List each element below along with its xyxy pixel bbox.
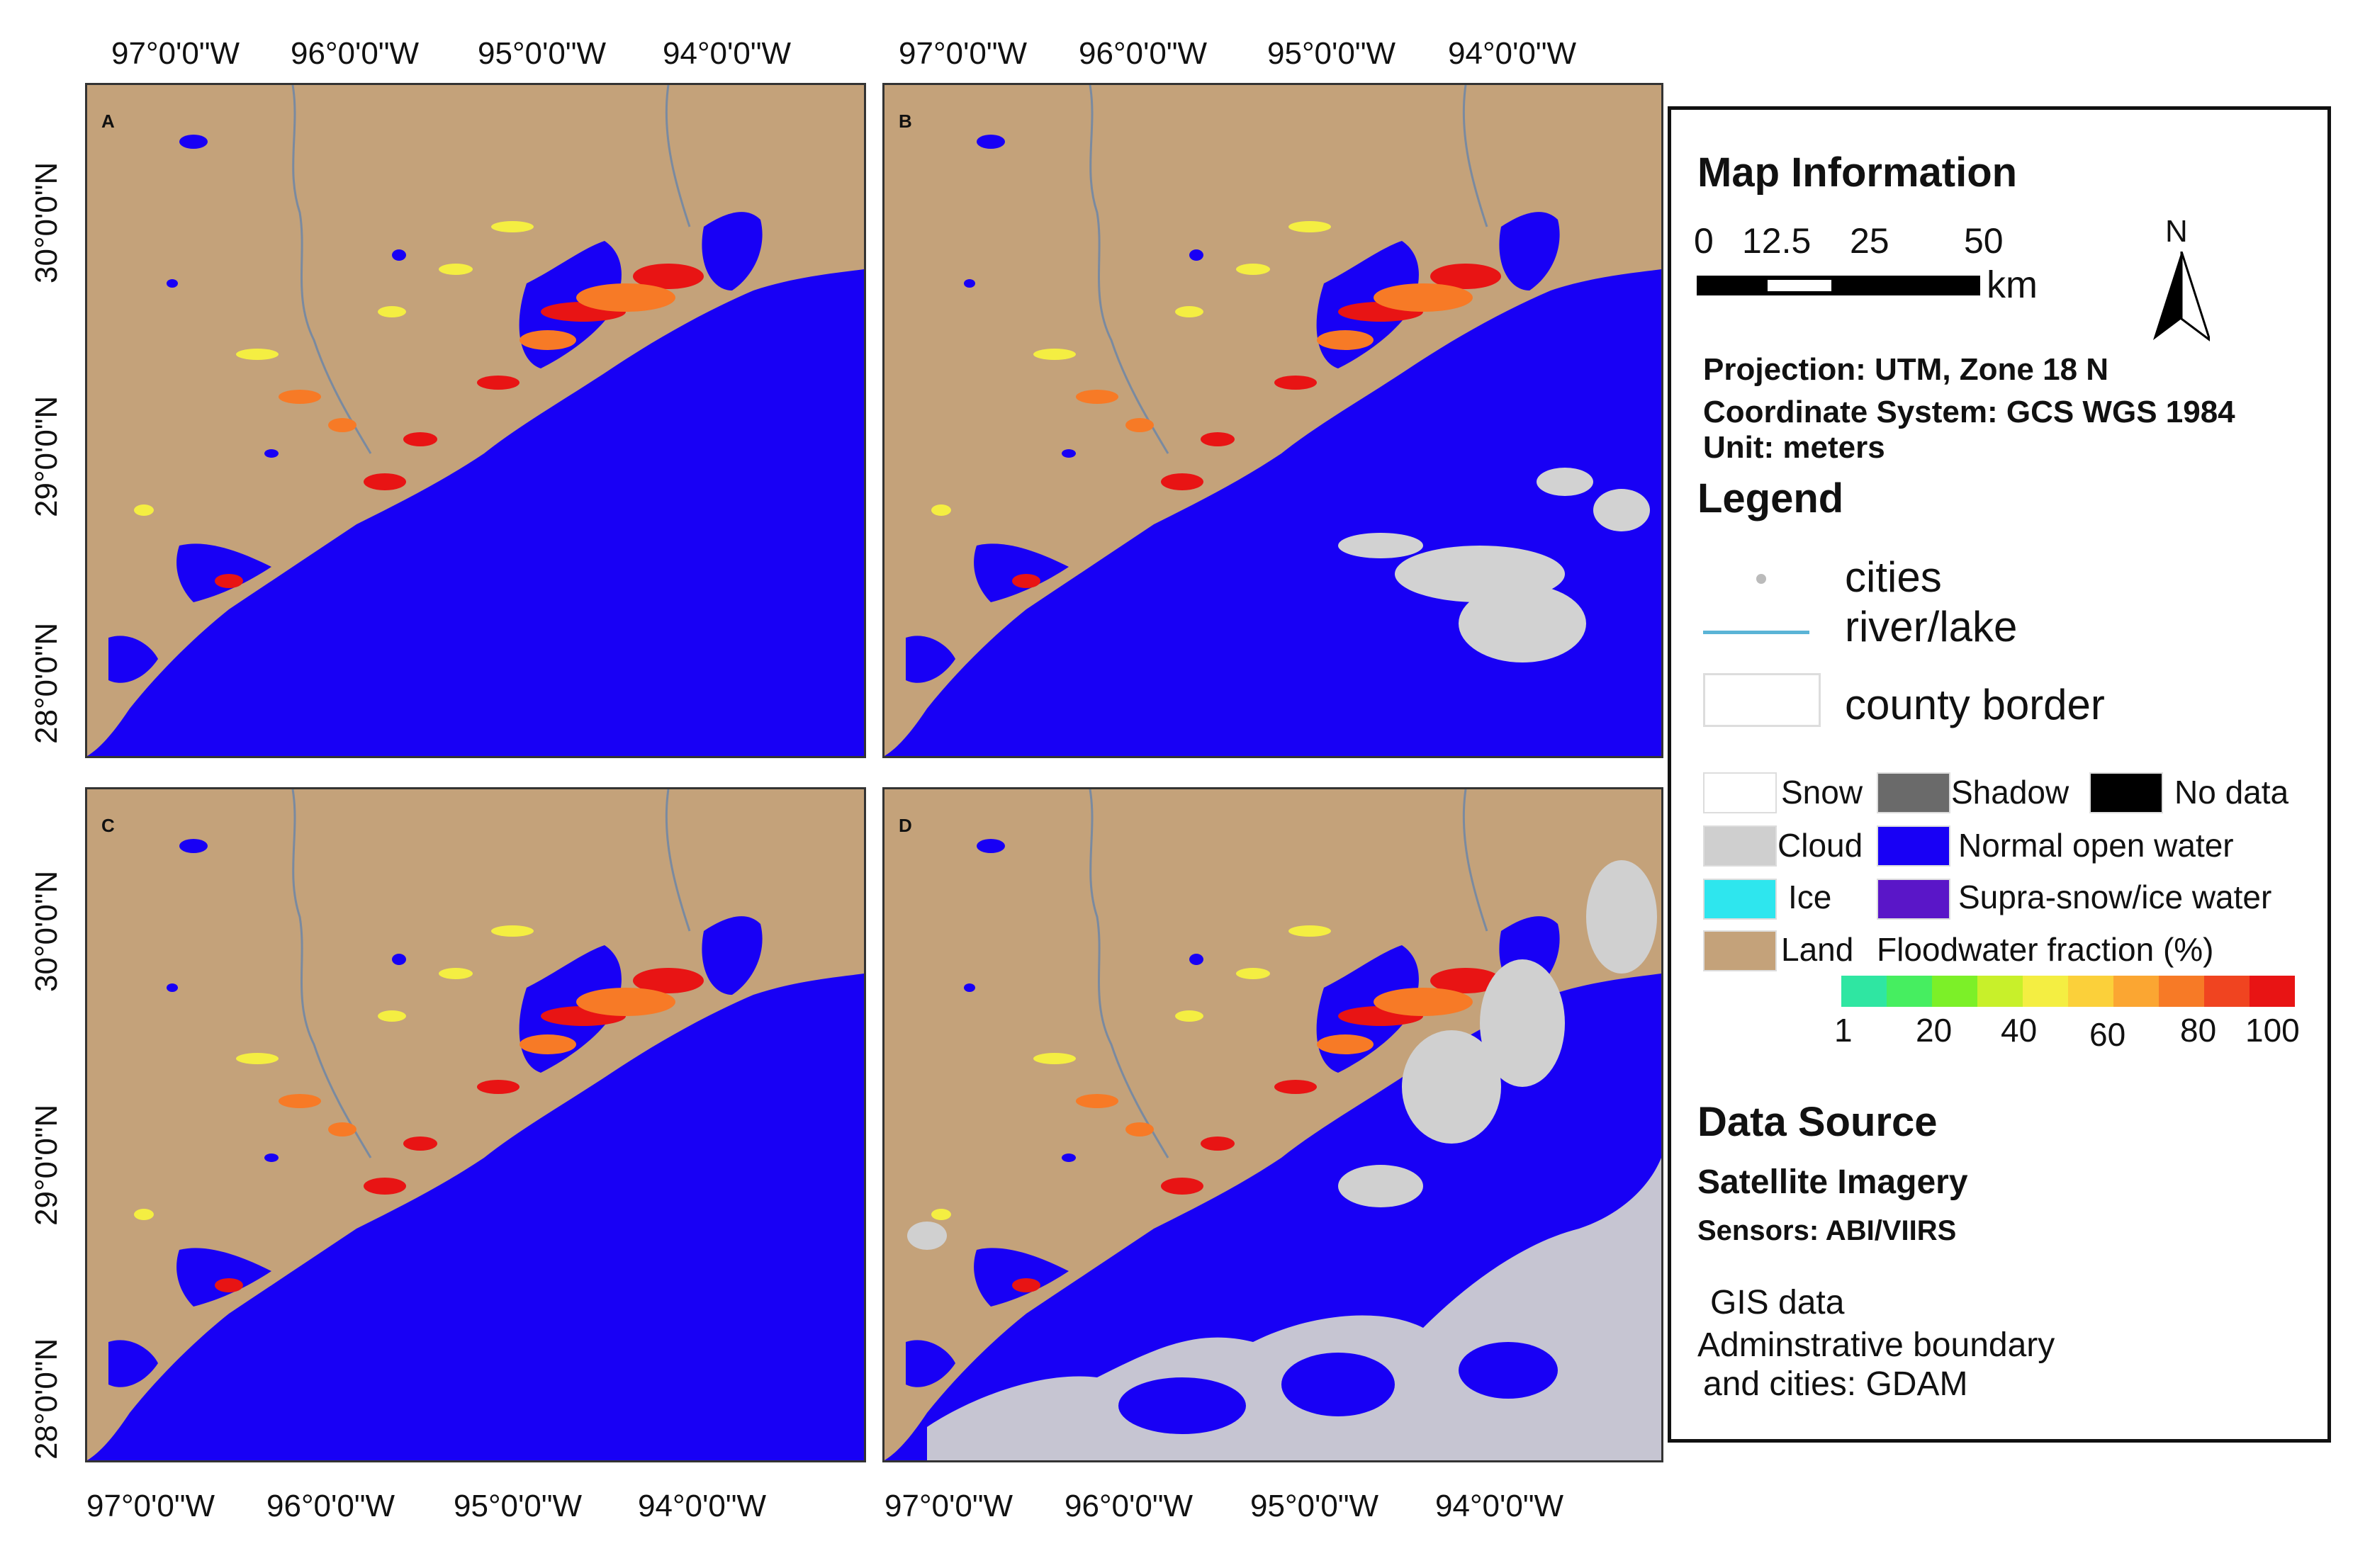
map-c-svg <box>87 789 864 1460</box>
lon-label: 94°0'0"W <box>638 1489 767 1523</box>
lat-label: 28°0'0"N <box>29 622 64 744</box>
scale-number: 12.5 <box>1742 221 1812 261</box>
normal-water-swatch <box>1877 825 1950 867</box>
lat-label: 30°0'0"N <box>29 870 64 992</box>
snow-label: Snow <box>1781 774 1863 811</box>
map-b-svg <box>884 85 1661 756</box>
map-information-title: Map Information <box>1697 150 2018 196</box>
ice-label: Ice <box>1788 879 1832 915</box>
normal-water-label: Normal open water <box>1958 827 2234 864</box>
colorbar-tick: 60 <box>2089 1016 2126 1053</box>
no-data-label: No data <box>2174 774 2289 811</box>
colorbar-tick: 40 <box>2001 1012 2038 1049</box>
lon-label: 97°0'0"W <box>86 1489 215 1523</box>
land-swatch <box>1703 930 1777 971</box>
river-line-icon <box>1703 631 1809 634</box>
scale-number: 0 <box>1694 221 1714 261</box>
projection-text: Projection: UTM, Zone 18 N <box>1703 352 2109 387</box>
lon-label: 95°0'0"W <box>478 36 607 71</box>
map-a-svg <box>87 85 864 756</box>
colorbar-tick: 100 <box>2245 1012 2300 1049</box>
scale-bar <box>1697 276 1980 295</box>
satellite-imagery-title: Satellite Imagery <box>1697 1163 1968 1201</box>
cloud-swatch <box>1703 825 1777 867</box>
map-d-svg <box>884 789 1661 1460</box>
panel-label-b: B <box>899 111 912 132</box>
coordinate-system-text: Coordinate System: GCS WGS 1984 <box>1703 395 2235 429</box>
floodwater-fraction-label: Floodwater fraction (%) <box>1877 931 2214 968</box>
no-data-swatch <box>2089 772 2163 813</box>
north-label: N <box>2165 214 2188 249</box>
lat-label: 30°0'0"N <box>29 162 64 283</box>
shadow-label: Shadow <box>1951 774 2069 811</box>
map-panel-c: C <box>85 787 866 1462</box>
colorbar-tick: 1 <box>1834 1012 1853 1049</box>
gis-data-title: GIS data <box>1710 1284 1845 1321</box>
unit-text: Unit: meters <box>1703 430 1885 465</box>
sensors-text: Sensors: ABI/VIIRS <box>1697 1215 1957 1246</box>
gis-line-2: and cities: GDAM <box>1703 1365 1968 1403</box>
lon-label: 96°0'0"W <box>266 1489 395 1523</box>
map-panel-a: A <box>85 83 866 758</box>
lat-label: 29°0'0"N <box>29 1104 64 1226</box>
panel-label-c: C <box>101 815 115 836</box>
water-gaps <box>1118 1342 1558 1434</box>
lon-label: 96°0'0"W <box>1065 1489 1194 1523</box>
city-symbol-icon <box>1756 574 1766 584</box>
lon-label: 94°0'0"W <box>1435 1489 1564 1523</box>
lon-label: 95°0'0"W <box>1250 1489 1379 1523</box>
cloud-patches <box>1338 468 1650 662</box>
gis-line-1: Adminstrative boundary <box>1697 1326 2055 1364</box>
cloud-label: Cloud <box>1778 827 1863 864</box>
map-panel-d: D <box>882 787 1663 1462</box>
map-information-box: Map Information 0 12.5 25 50 km N Projec… <box>1668 106 2331 1443</box>
colorbar-tick: 20 <box>1916 1012 1953 1049</box>
panel-label-d: D <box>899 815 912 836</box>
floodwater-colorbar <box>1841 976 2295 1007</box>
lon-label: 94°0'0"W <box>663 36 792 71</box>
lat-label: 28°0'0"N <box>29 1338 64 1460</box>
shadow-swatch <box>1877 772 1950 813</box>
lon-label: 96°0'0"W <box>1079 36 1208 71</box>
map-panel-b: B <box>882 83 1663 758</box>
colorbar-tick: 80 <box>2180 1012 2217 1049</box>
legend-cities-label: cities <box>1845 553 1942 601</box>
lon-label: 95°0'0"W <box>1267 36 1396 71</box>
lon-label: 97°0'0"W <box>111 36 240 71</box>
legend-title: Legend <box>1697 475 1844 521</box>
scale-unit: km <box>1987 264 2038 306</box>
lat-label: 29°0'0"N <box>29 395 64 517</box>
snow-swatch <box>1703 772 1777 813</box>
scale-number: 25 <box>1850 221 1889 261</box>
lon-label: 95°0'0"W <box>454 1489 583 1523</box>
ice-swatch <box>1703 879 1777 920</box>
land-label: Land <box>1781 931 1854 968</box>
lon-label: 97°0'0"W <box>884 1489 1013 1523</box>
lon-label: 96°0'0"W <box>291 36 420 71</box>
legend-river-label: river/lake <box>1845 603 2018 650</box>
supra-water-swatch <box>1877 879 1950 920</box>
panel-label-a: A <box>101 111 115 132</box>
county-border-swatch <box>1703 673 1821 727</box>
supra-water-label: Supra-snow/ice water <box>1958 879 2272 915</box>
data-source-title: Data Source <box>1697 1099 1938 1145</box>
lon-label: 94°0'0"W <box>1448 36 1577 71</box>
legend-county-label: county border <box>1845 681 2105 728</box>
north-arrow-icon <box>2153 252 2210 342</box>
lon-label: 97°0'0"W <box>899 36 1028 71</box>
scale-number: 50 <box>1964 221 2004 261</box>
